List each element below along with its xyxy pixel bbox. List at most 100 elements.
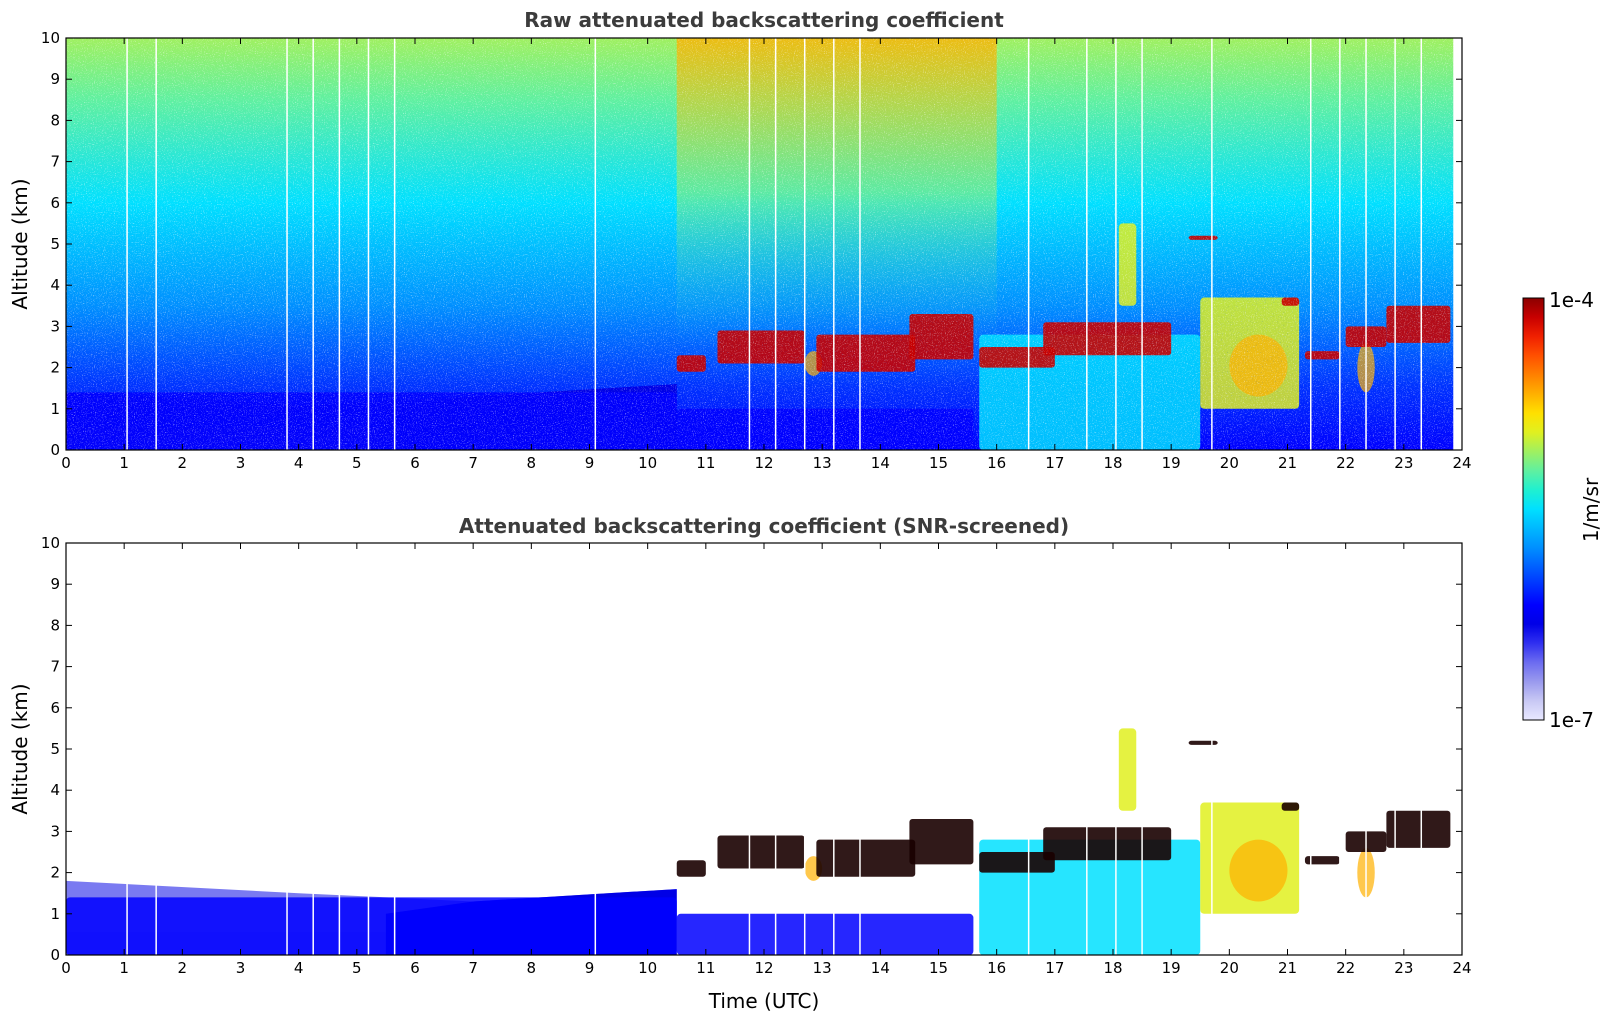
x-tick-label: 17 [1045, 454, 1064, 472]
colorbar: 1e-4 1e-7 1/m/sr [1522, 288, 1603, 732]
x-tick-label: 8 [527, 454, 537, 472]
x-tick-label: 23 [1394, 454, 1413, 472]
x-tick-label: 22 [1336, 959, 1355, 977]
x-tick-label: 15 [929, 959, 948, 977]
chart-title: Attenuated backscattering coefficient (S… [459, 514, 1069, 538]
x-tick-label: 13 [813, 959, 832, 977]
x-tick-label: 16 [987, 959, 1006, 977]
y-tick-label: 5 [50, 740, 60, 758]
chart-title: Raw attenuated backscattering coefficien… [524, 8, 1004, 32]
x-tick-label: 21 [1278, 959, 1297, 977]
x-tick-label: 2 [178, 959, 188, 977]
y-tick-label: 1 [50, 400, 60, 418]
x-tick-label: 6 [410, 959, 420, 977]
x-tick-label: 5 [352, 959, 362, 977]
x-tick-label: 8 [527, 959, 537, 977]
x-tick-label: 10 [638, 959, 657, 977]
y-tick-label: 10 [41, 534, 60, 552]
x-tick-label: 20 [1220, 959, 1239, 977]
cloud-layer [1304, 856, 1340, 865]
cloud-layer [717, 835, 805, 869]
x-tick-label: 21 [1278, 454, 1297, 472]
x-tick-label: 11 [696, 454, 715, 472]
colorbar-max-label: 1e-4 [1549, 288, 1594, 312]
x-tick-label: 1 [119, 454, 129, 472]
cloud-layer [979, 852, 1055, 873]
y-tick-label: 2 [50, 359, 60, 377]
y-tick-label: 8 [50, 616, 60, 634]
y-tick-label: 1 [50, 905, 60, 923]
x-tick-label: 19 [1162, 454, 1181, 472]
x-tick-label: 23 [1394, 959, 1413, 977]
x-axis-label: Time (UTC) [708, 989, 820, 1013]
y-tick-label: 6 [50, 699, 60, 717]
y-tick-label: 4 [50, 276, 60, 294]
y-tick-label: 9 [50, 70, 60, 88]
y-tick-label: 0 [50, 946, 60, 964]
y-tick-label: 7 [50, 153, 60, 171]
y-axis-label: Altitude (km) [8, 178, 32, 309]
x-tick-label: 7 [468, 454, 478, 472]
x-tick-label: 24 [1452, 454, 1471, 472]
y-tick-label: 5 [50, 235, 60, 253]
x-tick-label: 14 [871, 454, 890, 472]
x-tick-label: 22 [1336, 454, 1355, 472]
cloud-layer [676, 860, 706, 877]
x-tick-label: 9 [585, 959, 595, 977]
x-tick-label: 4 [294, 454, 304, 472]
dense-aerosol-core [1229, 839, 1288, 902]
x-tick-label: 3 [236, 959, 246, 977]
cloud-layer [1386, 810, 1451, 848]
cloud-layer [1043, 827, 1172, 861]
colorbar-unit-label: 1/m/sr [1579, 477, 1603, 542]
cloud-layer [1281, 802, 1300, 811]
screened-backscatter-panel: Attenuated backscattering coefficient (S… [8, 514, 1472, 1013]
x-tick-label: 10 [638, 454, 657, 472]
x-tick-label: 2 [178, 454, 188, 472]
x-tick-label: 1 [119, 959, 129, 977]
aerosol-region [66, 897, 677, 955]
y-tick-label: 9 [50, 575, 60, 593]
y-tick-label: 6 [50, 194, 60, 212]
cloud-layer [1188, 740, 1218, 745]
heatmap-area [66, 543, 1462, 955]
x-tick-label: 13 [813, 454, 832, 472]
aerosol-region [1118, 728, 1137, 811]
y-tick-label: 2 [50, 864, 60, 882]
x-tick-label: 20 [1220, 454, 1239, 472]
x-tick-label: 0 [61, 959, 71, 977]
x-tick-label: 0 [61, 454, 71, 472]
axes: 0 1 2 3 4 5 6 7 8 9 10 11 12 13 14 15 16 17 18 19 20 21 22 23 24… [41, 29, 1472, 472]
x-tick-label: 18 [1103, 454, 1122, 472]
y-tick-label: 8 [50, 111, 60, 129]
x-tick-label: 11 [696, 959, 715, 977]
raw-backscatter-panel: Raw attenuated backscattering coefficien… [8, 8, 1472, 472]
x-tick-label: 4 [294, 959, 304, 977]
y-tick-label: 4 [50, 781, 60, 799]
x-tick-label: 14 [871, 959, 890, 977]
cloud-layer [909, 819, 974, 865]
x-tick-label: 17 [1045, 959, 1064, 977]
axes: 0 1 2 3 4 5 6 7 8 9 10 11 12 13 14 15 16 17 18 19 20 21 22 23 24… [41, 534, 1472, 977]
x-tick-label: 5 [352, 454, 362, 472]
x-tick-label: 12 [754, 959, 773, 977]
colorbar-min-label: 1e-7 [1549, 708, 1594, 732]
x-tick-label: 19 [1162, 959, 1181, 977]
x-tick-label: 12 [754, 454, 773, 472]
cloud-layer [816, 839, 916, 877]
x-tick-label: 24 [1452, 959, 1471, 977]
x-tick-label: 7 [468, 959, 478, 977]
colorbar-scale [1522, 297, 1545, 721]
x-tick-label: 6 [410, 454, 420, 472]
x-tick-label: 15 [929, 454, 948, 472]
y-tick-label: 0 [50, 441, 60, 459]
heatmap-area [66, 38, 1462, 450]
x-tick-label: 9 [585, 454, 595, 472]
noise-speckle [66, 285, 1462, 401]
y-tick-label: 3 [50, 317, 60, 335]
aerosol-region [676, 913, 974, 955]
y-axis-label: Altitude (km) [8, 683, 32, 814]
x-tick-label: 18 [1103, 959, 1122, 977]
y-tick-label: 10 [41, 29, 60, 47]
